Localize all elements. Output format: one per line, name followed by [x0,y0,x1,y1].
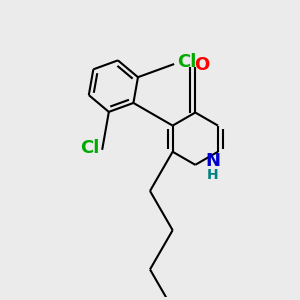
Text: O: O [194,56,210,74]
Text: Cl: Cl [80,139,99,157]
Text: H: H [207,168,218,182]
Text: Cl: Cl [177,53,197,71]
Text: N: N [205,152,220,170]
